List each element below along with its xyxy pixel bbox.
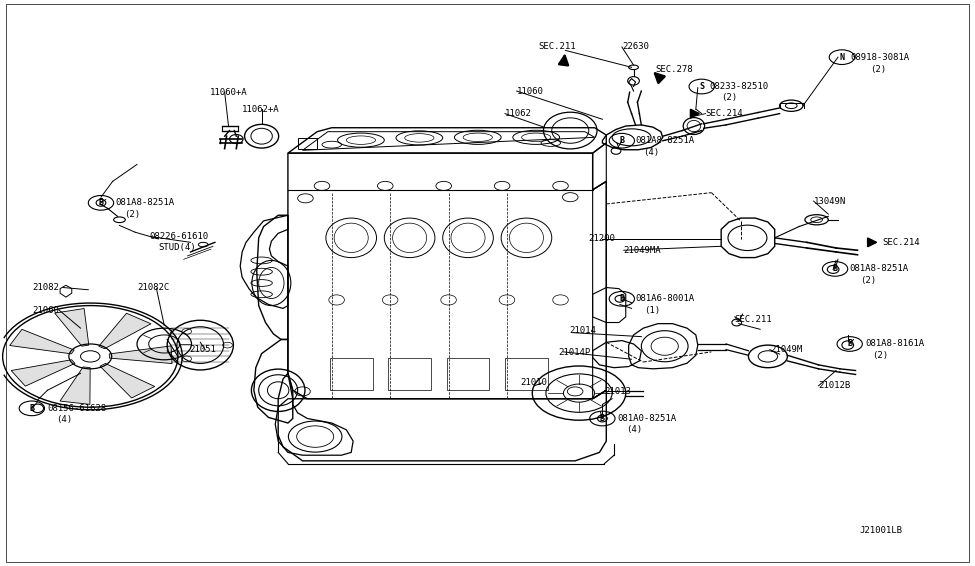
- Text: J21001LB: J21001LB: [859, 526, 903, 535]
- Text: SEC.278: SEC.278: [655, 65, 692, 74]
- Text: 08918-3081A: 08918-3081A: [850, 53, 910, 62]
- Text: B: B: [833, 264, 838, 273]
- Text: B: B: [29, 404, 34, 413]
- Text: (4): (4): [57, 415, 72, 424]
- Bar: [505, 358, 548, 391]
- Text: 08226-61610: 08226-61610: [149, 232, 209, 241]
- Text: 21012B: 21012B: [819, 381, 851, 391]
- Polygon shape: [98, 313, 151, 349]
- Text: 11062+A: 11062+A: [242, 105, 280, 114]
- Bar: [297, 139, 317, 149]
- Text: 081A8-8251A: 081A8-8251A: [849, 264, 909, 273]
- Bar: [330, 358, 372, 391]
- Text: B: B: [847, 340, 852, 349]
- Text: (2): (2): [125, 209, 140, 218]
- Text: SEC.214: SEC.214: [706, 109, 743, 118]
- Polygon shape: [10, 329, 74, 354]
- Text: SEC.211: SEC.211: [538, 42, 576, 52]
- Text: 21014: 21014: [569, 327, 596, 336]
- Text: 21060: 21060: [32, 306, 58, 315]
- Text: 21051: 21051: [189, 345, 216, 354]
- Text: 21200: 21200: [589, 234, 615, 243]
- Text: 21013: 21013: [604, 387, 631, 396]
- Text: 11062: 11062: [505, 109, 532, 118]
- Text: (1): (1): [644, 306, 660, 315]
- Text: 21049MA: 21049MA: [624, 246, 661, 255]
- Polygon shape: [60, 367, 90, 404]
- Text: S: S: [699, 82, 704, 91]
- Polygon shape: [100, 363, 155, 398]
- Polygon shape: [109, 346, 173, 363]
- Text: 21014P: 21014P: [559, 348, 591, 357]
- Text: B: B: [600, 414, 604, 423]
- Text: STUD(4): STUD(4): [158, 243, 196, 252]
- Text: 21082C: 21082C: [137, 283, 170, 292]
- Text: B: B: [619, 136, 624, 145]
- Text: 081A8-8251A: 081A8-8251A: [116, 198, 175, 207]
- Text: (2): (2): [722, 93, 737, 102]
- Text: 11060: 11060: [517, 87, 544, 96]
- Text: 21082: 21082: [32, 283, 58, 292]
- Text: SEC.211: SEC.211: [735, 315, 772, 324]
- Text: (2): (2): [860, 276, 877, 285]
- Polygon shape: [11, 360, 75, 386]
- Text: B: B: [619, 294, 624, 303]
- Text: 21049M: 21049M: [770, 345, 802, 354]
- Bar: [447, 358, 489, 391]
- Text: 13049N: 13049N: [814, 196, 846, 205]
- Text: 081A8-8251A: 081A8-8251A: [636, 136, 694, 145]
- Text: 081A0-8251A: 081A0-8251A: [617, 414, 676, 423]
- Text: 081A6-8001A: 081A6-8001A: [636, 294, 694, 303]
- Text: 081A8-8161A: 081A8-8161A: [865, 340, 924, 349]
- Text: 08233-82510: 08233-82510: [710, 82, 768, 91]
- Text: (2): (2): [872, 351, 888, 360]
- Text: (4): (4): [644, 148, 659, 157]
- Text: 21010: 21010: [521, 379, 548, 388]
- Bar: [388, 358, 431, 391]
- Text: SEC.214: SEC.214: [882, 238, 920, 247]
- Text: B: B: [98, 198, 103, 207]
- Polygon shape: [55, 308, 89, 346]
- Text: 08156-61628: 08156-61628: [48, 404, 106, 413]
- Text: N: N: [839, 53, 844, 62]
- Text: (4): (4): [626, 425, 642, 434]
- Text: 22630: 22630: [622, 42, 648, 52]
- Text: (2): (2): [870, 65, 886, 74]
- Text: 11060+A: 11060+A: [210, 88, 248, 97]
